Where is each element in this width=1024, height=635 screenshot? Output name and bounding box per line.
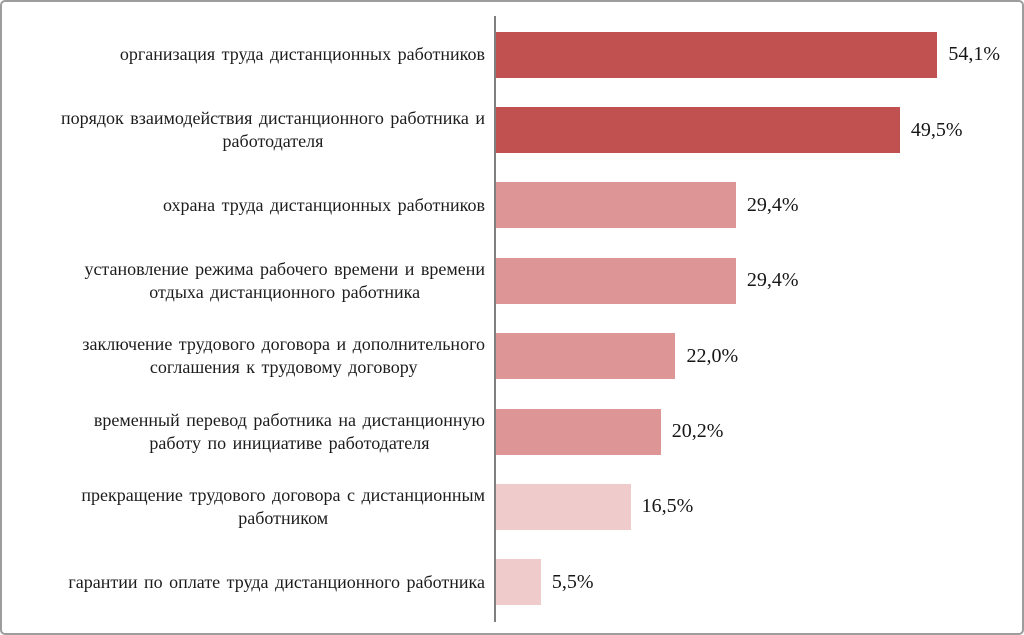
category-label-cell: прекращение трудового договора с дистанц… [2,484,496,530]
chart-row: порядок взаимодействия дистанционного ра… [2,92,1010,167]
value-label: 49,5% [910,118,963,141]
value-label: 22,0% [686,344,739,367]
category-label-cell: охрана труда дистанционных работников [2,194,496,217]
category-label: порядок взаимодействия дистанционного ра… [60,108,485,152]
value-label: 16,5% [641,495,694,518]
value-label: 29,4% [746,269,799,292]
bar [496,408,661,455]
chart-row: прекращение трудового договора с дистанц… [2,469,1010,544]
y-axis-line [494,16,496,622]
plot-cell: 29,4% [496,168,1010,243]
category-label-cell: гарантии по оплате труда дистанционного … [2,571,496,594]
category-label-cell: порядок взаимодействия дистанционного ра… [2,107,496,153]
bar [496,107,900,154]
plot-cell: 16,5% [496,469,1010,544]
chart-row: охрана труда дистанционных работников 29… [2,168,1010,243]
value-label: 5,5% [551,570,594,593]
plot-cell: 22,0% [496,319,1010,394]
bar [496,333,676,380]
category-label: временный перевод работника на дистанцио… [93,409,485,453]
category-label: гарантии по оплате труда дистанционного … [68,571,485,592]
chart-row: временный перевод работника на дистанцио… [2,394,1010,469]
category-label: организация труда дистанционных работник… [119,44,485,65]
plot-cell: 49,5% [496,92,1010,167]
category-label: прекращение трудового договора с дистанц… [81,484,485,528]
plot-cell: 54,1% [496,17,1010,92]
plot-cell: 29,4% [496,243,1010,318]
value-label: 54,1% [948,43,1001,66]
category-label: установление режима рабочего времени и в… [84,258,485,302]
value-label: 20,2% [671,420,724,443]
bar [496,483,631,530]
category-label-cell: организация труда дистанционных работник… [2,43,496,66]
chart-row: организация труда дистанционных работник… [2,17,1010,92]
bar [496,182,736,229]
plot-cell: 20,2% [496,394,1010,469]
chart-rows: организация труда дистанционных работник… [2,17,1010,620]
chart-row: заключение трудового договора и дополнит… [2,319,1010,394]
chart-row: гарантии по оплате труда дистанционного … [2,545,1010,620]
value-label: 29,4% [746,193,799,216]
chart-row: установление режима рабочего времени и в… [2,243,1010,318]
category-label-cell: заключение трудового договора и дополнит… [2,333,496,379]
plot-cell: 5,5% [496,545,1010,620]
bar [496,559,541,606]
category-label-cell: установление режима рабочего времени и в… [2,258,496,304]
category-label: заключение трудового договора и дополнит… [82,334,485,378]
category-label-cell: временный перевод работника на дистанцио… [2,409,496,455]
bar [496,257,736,304]
bar [496,31,938,78]
category-label: охрана труда дистанционных работников [162,194,485,215]
